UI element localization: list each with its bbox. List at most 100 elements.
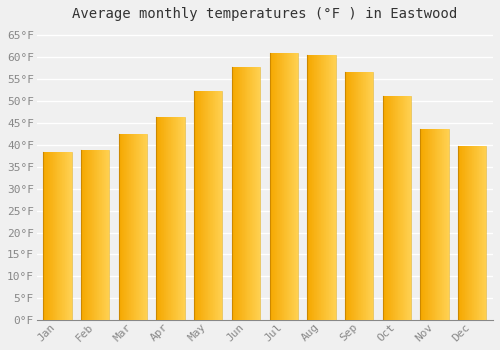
Bar <box>54 152 56 320</box>
Bar <box>482 146 483 320</box>
Bar <box>359 72 360 320</box>
Bar <box>370 72 371 320</box>
Bar <box>332 55 333 320</box>
Bar <box>175 117 176 320</box>
Bar <box>249 67 250 320</box>
Bar <box>127 134 128 320</box>
Bar <box>210 91 211 320</box>
Bar <box>134 134 135 320</box>
Bar <box>201 91 202 320</box>
Bar <box>321 55 322 320</box>
Bar <box>84 150 86 320</box>
Bar <box>459 146 460 320</box>
Bar <box>333 55 334 320</box>
Bar <box>48 152 49 320</box>
Bar <box>140 134 141 320</box>
Bar <box>160 117 162 320</box>
Bar <box>365 72 366 320</box>
Bar <box>248 67 249 320</box>
Bar <box>372 72 374 320</box>
Bar <box>232 67 234 320</box>
Bar <box>93 150 94 320</box>
Bar <box>102 150 103 320</box>
Bar <box>219 91 220 320</box>
Bar <box>137 134 138 320</box>
Bar <box>202 91 203 320</box>
Bar <box>56 152 57 320</box>
Bar <box>483 146 484 320</box>
Bar <box>353 72 354 320</box>
Bar <box>125 134 126 320</box>
Bar <box>194 91 195 320</box>
Bar <box>44 152 46 320</box>
Bar <box>284 52 285 320</box>
Bar <box>196 91 197 320</box>
Bar <box>478 146 480 320</box>
Bar <box>460 146 461 320</box>
Bar <box>402 97 404 320</box>
Bar <box>441 128 442 320</box>
Bar <box>421 128 422 320</box>
Bar <box>288 52 290 320</box>
Bar <box>389 97 390 320</box>
Bar <box>123 134 124 320</box>
Bar <box>62 152 63 320</box>
Bar <box>475 146 476 320</box>
Bar <box>434 128 436 320</box>
Bar <box>69 152 70 320</box>
Bar <box>207 91 208 320</box>
Bar <box>214 91 216 320</box>
Bar <box>50 152 51 320</box>
Bar <box>243 67 244 320</box>
Bar <box>427 128 428 320</box>
Bar <box>445 128 446 320</box>
Bar <box>103 150 104 320</box>
Bar <box>172 117 174 320</box>
Bar <box>424 128 426 320</box>
Bar <box>470 146 471 320</box>
Bar <box>438 128 439 320</box>
Bar <box>60 152 61 320</box>
Bar <box>145 134 146 320</box>
Bar <box>82 150 83 320</box>
Bar <box>325 55 326 320</box>
Bar <box>195 91 196 320</box>
Bar <box>322 55 323 320</box>
Bar <box>352 72 353 320</box>
Bar <box>144 134 145 320</box>
Bar <box>409 97 410 320</box>
Bar <box>166 117 167 320</box>
Bar <box>386 97 387 320</box>
Bar <box>347 72 348 320</box>
Bar <box>446 128 448 320</box>
Bar <box>241 67 242 320</box>
Bar <box>297 52 298 320</box>
Bar <box>91 150 92 320</box>
Bar <box>182 117 184 320</box>
Bar <box>369 72 370 320</box>
Bar <box>51 152 52 320</box>
Bar <box>471 146 472 320</box>
Bar <box>237 67 238 320</box>
Bar <box>285 52 286 320</box>
Bar <box>315 55 316 320</box>
Bar <box>47 152 48 320</box>
Bar <box>130 134 131 320</box>
Bar <box>104 150 105 320</box>
Bar <box>442 128 443 320</box>
Bar <box>485 146 486 320</box>
Bar <box>70 152 71 320</box>
Bar <box>279 52 280 320</box>
Bar <box>394 97 395 320</box>
Bar <box>177 117 178 320</box>
Bar <box>89 150 90 320</box>
Bar <box>136 134 137 320</box>
Bar <box>209 91 210 320</box>
Bar <box>200 91 201 320</box>
Bar <box>400 97 401 320</box>
Bar <box>255 67 256 320</box>
Bar <box>131 134 132 320</box>
Bar <box>291 52 292 320</box>
Bar <box>388 97 389 320</box>
Bar <box>122 134 123 320</box>
